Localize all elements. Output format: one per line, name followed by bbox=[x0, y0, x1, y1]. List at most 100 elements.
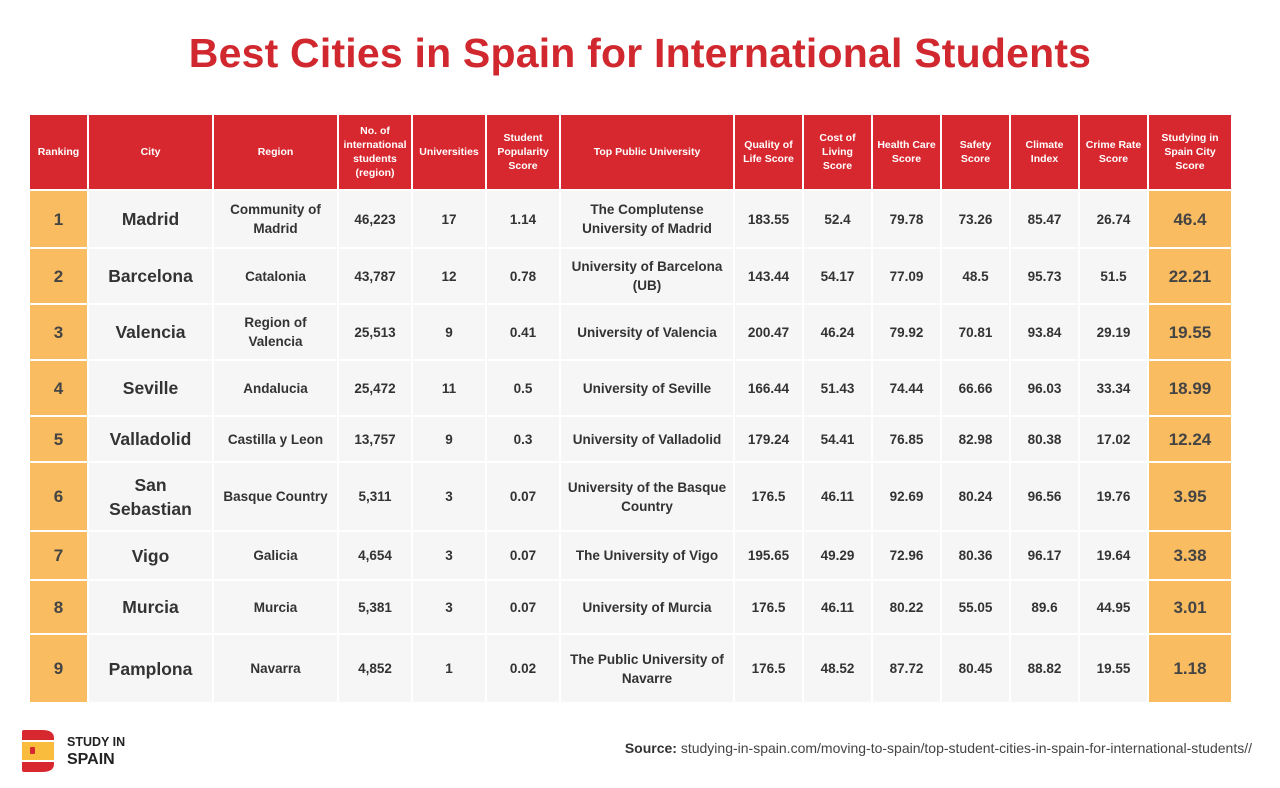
cell-climate-index: 89.6 bbox=[1011, 581, 1078, 633]
cell-region: Region of Valencia bbox=[214, 305, 337, 359]
cell-city-score: 1.18 bbox=[1149, 635, 1231, 702]
cell-cost-of-living: 54.41 bbox=[804, 417, 871, 461]
cell-health-care: 87.72 bbox=[873, 635, 940, 702]
cell-rank: 1 bbox=[30, 191, 87, 247]
cell-city-score: 22.21 bbox=[1149, 249, 1231, 303]
cell-student-popularity: 0.41 bbox=[487, 305, 559, 359]
cell-safety: 48.5 bbox=[942, 249, 1009, 303]
cell-city: Valencia bbox=[89, 305, 212, 359]
cell-region: Andalucia bbox=[214, 361, 337, 415]
cell-safety: 80.36 bbox=[942, 532, 1009, 579]
cell-international-students: 25,513 bbox=[339, 305, 411, 359]
cell-crime-rate: 19.55 bbox=[1080, 635, 1147, 702]
cell-crime-rate: 51.5 bbox=[1080, 249, 1147, 303]
cell-universities: 9 bbox=[413, 305, 485, 359]
cell-city: Seville bbox=[89, 361, 212, 415]
cell-rank: 8 bbox=[30, 581, 87, 633]
cell-climate-index: 96.17 bbox=[1011, 532, 1078, 579]
cell-rank: 9 bbox=[30, 635, 87, 702]
cell-city-score: 46.4 bbox=[1149, 191, 1231, 247]
cell-health-care: 72.96 bbox=[873, 532, 940, 579]
source-note: Source: studying-in-spain.com/moving-to-… bbox=[625, 740, 1252, 756]
cell-region: Galicia bbox=[214, 532, 337, 579]
cell-top-university: The University of Vigo bbox=[561, 532, 733, 579]
cell-city-score: 12.24 bbox=[1149, 417, 1231, 461]
cell-health-care: 76.85 bbox=[873, 417, 940, 461]
cell-quality-of-life: 176.5 bbox=[735, 581, 802, 633]
cell-international-students: 46,223 bbox=[339, 191, 411, 247]
page-title: Best Cities in Spain for International S… bbox=[188, 30, 1092, 76]
cell-rank: 3 bbox=[30, 305, 87, 359]
logo-text-line2: SPAIN bbox=[67, 751, 115, 768]
header-student-popularity: Student Popularity Score bbox=[487, 115, 559, 189]
cell-cost-of-living: 46.11 bbox=[804, 581, 871, 633]
cell-quality-of-life: 143.44 bbox=[735, 249, 802, 303]
cell-cost-of-living: 52.4 bbox=[804, 191, 871, 247]
table-row: 1 Madrid Community of Madrid 46,223 17 1.14 Th… bbox=[30, 191, 1231, 247]
cell-cost-of-living: 51.43 bbox=[804, 361, 871, 415]
header-region: Region bbox=[214, 115, 337, 189]
cell-universities: 9 bbox=[413, 417, 485, 461]
table-row: 7 Vigo Galicia 4,654 3 0.07 The University of … bbox=[30, 532, 1231, 579]
cell-universities: 3 bbox=[413, 581, 485, 633]
cell-city-score: 3.01 bbox=[1149, 581, 1231, 633]
cell-cost-of-living: 46.24 bbox=[804, 305, 871, 359]
cell-health-care: 79.78 bbox=[873, 191, 940, 247]
cell-climate-index: 85.47 bbox=[1011, 191, 1078, 247]
cell-safety: 66.66 bbox=[942, 361, 1009, 415]
header-universities: Universities bbox=[413, 115, 485, 189]
cell-region: Community of Madrid bbox=[214, 191, 337, 247]
cell-quality-of-life: 195.65 bbox=[735, 532, 802, 579]
cell-universities: 3 bbox=[413, 463, 485, 530]
header-city-score: Studying in Spain City Score bbox=[1149, 115, 1231, 189]
cell-universities: 11 bbox=[413, 361, 485, 415]
cell-international-students: 5,311 bbox=[339, 463, 411, 530]
cell-international-students: 43,787 bbox=[339, 249, 411, 303]
cell-quality-of-life: 176.5 bbox=[735, 463, 802, 530]
table-row: 2 Barcelona Catalonia 43,787 12 0.78 Universit… bbox=[30, 249, 1231, 303]
table-row: 9 Pamplona Navarra 4,852 1 0.02 The Public Uni… bbox=[30, 635, 1231, 702]
cell-region: Castilla y Leon bbox=[214, 417, 337, 461]
cell-health-care: 92.69 bbox=[873, 463, 940, 530]
cell-climate-index: 80.38 bbox=[1011, 417, 1078, 461]
cell-climate-index: 93.84 bbox=[1011, 305, 1078, 359]
cell-student-popularity: 1.14 bbox=[487, 191, 559, 247]
cell-rank: 4 bbox=[30, 361, 87, 415]
cell-quality-of-life: 179.24 bbox=[735, 417, 802, 461]
cell-student-popularity: 0.07 bbox=[487, 581, 559, 633]
cell-international-students: 4,852 bbox=[339, 635, 411, 702]
header-crime-rate: Crime Rate Score bbox=[1080, 115, 1147, 189]
cell-climate-index: 95.73 bbox=[1011, 249, 1078, 303]
header-city: City bbox=[89, 115, 212, 189]
cell-city: Valladolid bbox=[89, 417, 212, 461]
cell-crime-rate: 17.02 bbox=[1080, 417, 1147, 461]
cell-top-university: University of Valencia bbox=[561, 305, 733, 359]
cell-region: Navarra bbox=[214, 635, 337, 702]
table-row: 6 San Sebastian Basque Country 5,311 3 0.07 Un… bbox=[30, 463, 1231, 530]
cell-international-students: 13,757 bbox=[339, 417, 411, 461]
cell-top-university: University of Seville bbox=[561, 361, 733, 415]
cell-safety: 73.26 bbox=[942, 191, 1009, 247]
cell-quality-of-life: 176.5 bbox=[735, 635, 802, 702]
cell-crime-rate: 19.76 bbox=[1080, 463, 1147, 530]
cell-crime-rate: 44.95 bbox=[1080, 581, 1147, 633]
cell-universities: 1 bbox=[413, 635, 485, 702]
header-climate-index: Climate Index bbox=[1011, 115, 1078, 189]
cell-city-score: 3.95 bbox=[1149, 463, 1231, 530]
spain-flag-icon bbox=[22, 730, 54, 772]
cell-student-popularity: 0.5 bbox=[487, 361, 559, 415]
cell-cost-of-living: 54.17 bbox=[804, 249, 871, 303]
cell-student-popularity: 0.07 bbox=[487, 463, 559, 530]
source-label: Source: bbox=[624, 740, 677, 756]
cell-quality-of-life: 183.55 bbox=[735, 191, 802, 247]
cell-health-care: 80.22 bbox=[873, 581, 940, 633]
cell-safety: 82.98 bbox=[942, 417, 1009, 461]
cell-top-university: The Complutense University of Madrid bbox=[561, 191, 733, 247]
header-top-public-university: Top Public University bbox=[561, 115, 733, 189]
cell-crime-rate: 19.64 bbox=[1080, 532, 1147, 579]
table-row: 3 Valencia Region of Valencia 25,513 9 0.41 Un… bbox=[30, 305, 1231, 359]
cell-student-popularity: 0.07 bbox=[487, 532, 559, 579]
cell-crime-rate: 33.34 bbox=[1080, 361, 1147, 415]
cell-top-university: University of Murcia bbox=[561, 581, 733, 633]
cell-student-popularity: 0.3 bbox=[487, 417, 559, 461]
